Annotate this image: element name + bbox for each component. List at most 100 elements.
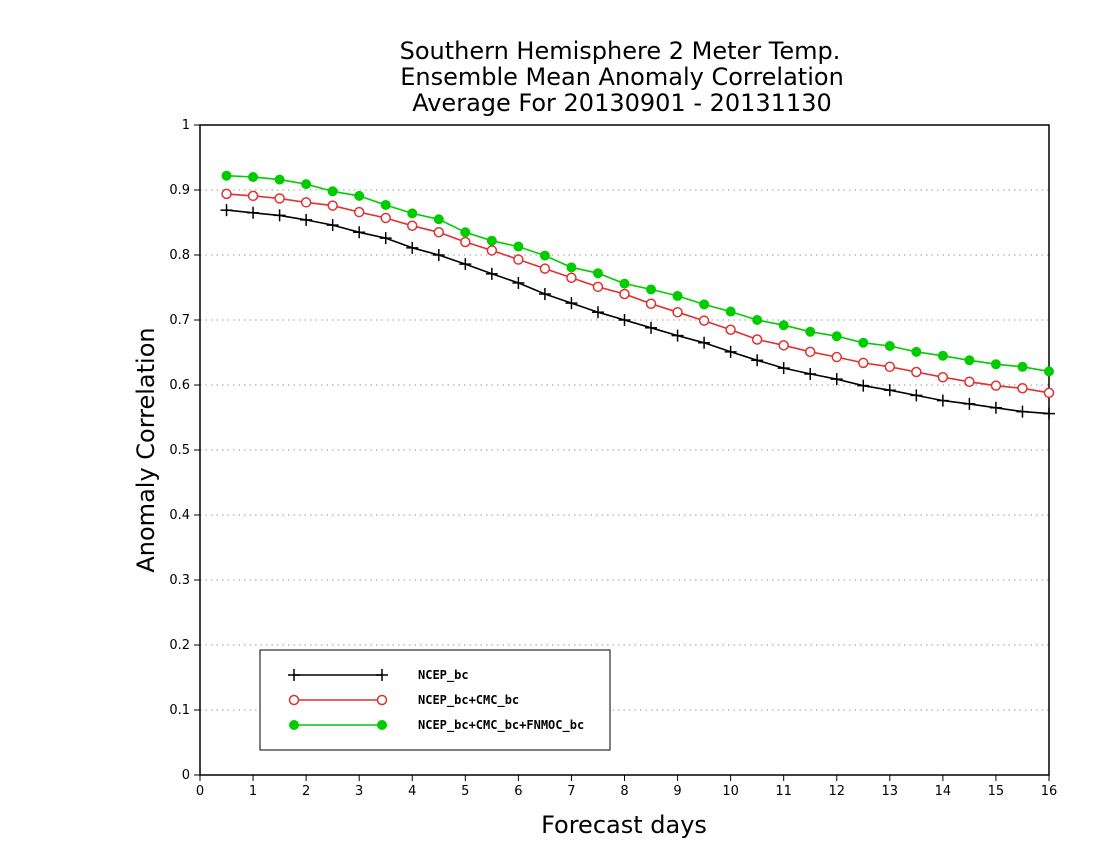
series-layer: [220, 170, 1055, 420]
data-point: [777, 362, 790, 375]
data-point: [376, 669, 388, 681]
data-point: [751, 334, 763, 345]
data-point: [1017, 361, 1028, 372]
chart-title-line-2: Ensemble Mean Anomaly Correlation: [400, 63, 844, 91]
data-point: [831, 351, 842, 363]
data-point: [354, 190, 365, 201]
data-point: [989, 401, 1002, 414]
data-point: [1016, 405, 1029, 418]
x-tick-label: 14: [935, 784, 952, 799]
data-point: [937, 350, 948, 361]
data-point: [618, 314, 631, 326]
legend: NCEP_bc NCEP_bc+CMC_bc NCEP_bc+CMC_bc+FNMO…: [259, 649, 611, 751]
data-point: [725, 306, 736, 317]
x-tick-label: 13: [882, 784, 899, 799]
data-point: [300, 197, 312, 208]
data-point: [724, 345, 737, 358]
chart-title-line-1: Southern Hemisphere 2 Meter Temp.: [400, 37, 841, 65]
data-point: [565, 297, 578, 310]
grid: [200, 189, 1049, 711]
x-tick-label: 12: [828, 784, 845, 799]
y-tick-label: 1: [182, 118, 190, 133]
data-point: [380, 212, 391, 224]
y-tick-label: 0.6: [169, 378, 190, 393]
data-point: [485, 267, 498, 280]
data-point: [247, 190, 259, 202]
x-axis-label: Forecast days: [541, 811, 707, 839]
x-tick-label: 9: [673, 784, 681, 799]
chart-title-line-3: Average For 20130901 - 20131130: [412, 89, 832, 117]
data-point: [539, 263, 551, 274]
data-point: [459, 258, 472, 271]
series-1: [220, 204, 1055, 420]
data-point: [964, 355, 975, 366]
x-tick-label: 4: [408, 784, 416, 799]
y-tick-label: 0.7: [169, 313, 190, 328]
data-point: [911, 346, 922, 357]
x-tick-label: 6: [514, 784, 522, 799]
x-tick-label: 0: [196, 784, 204, 799]
data-point: [963, 397, 976, 410]
series-line: [226, 174, 1050, 373]
legend-label: NCEP_bc+CMC_bc: [418, 693, 519, 708]
y-tick-label: 0: [182, 768, 190, 783]
data-point: [1017, 383, 1028, 394]
series-2: [221, 188, 1055, 399]
data-point: [698, 336, 711, 349]
data-point: [220, 204, 233, 217]
data-point: [725, 324, 736, 335]
data-point: [274, 193, 285, 204]
data-point: [376, 694, 388, 706]
data-point: [326, 219, 339, 232]
data-point: [288, 669, 300, 681]
data-point: [566, 262, 577, 273]
x-tick-label: 11: [775, 784, 792, 799]
data-point: [1044, 366, 1054, 377]
data-point: [672, 306, 683, 318]
legend-label: NCEP_bc: [418, 668, 469, 683]
data-point: [486, 235, 497, 246]
data-point: [883, 384, 896, 397]
data-point: [433, 227, 445, 238]
data-point: [672, 290, 683, 301]
data-point: [591, 306, 604, 319]
data-point: [353, 206, 365, 218]
x-tick-label: 5: [461, 784, 469, 799]
data-point: [248, 172, 259, 182]
data-point: [830, 373, 843, 386]
data-point: [273, 209, 286, 222]
data-point: [592, 268, 603, 279]
data-point: [407, 220, 418, 231]
x-tick-label: 7: [567, 784, 575, 799]
data-point: [857, 379, 870, 392]
data-point: [858, 337, 869, 348]
data-point: [221, 170, 232, 181]
data-point: [301, 179, 312, 190]
data-point: [460, 227, 471, 238]
x-tick-label: 2: [302, 784, 310, 799]
data-point: [327, 186, 338, 197]
legend-label: NCEP_bc+CMC_bc+FNMOC_bc: [418, 718, 584, 733]
data-point: [804, 346, 816, 358]
data-point: [990, 359, 1001, 370]
data-point: [910, 389, 923, 402]
legend-entry-2: NCEP_bc+CMC_bc: [288, 693, 519, 708]
x-tick-label: 16: [1041, 784, 1058, 799]
y-tick-label: 0.5: [169, 443, 190, 458]
data-point: [778, 320, 789, 331]
data-point: [645, 321, 658, 334]
data-point: [274, 174, 285, 185]
data-point: [805, 326, 816, 337]
data-point: [221, 188, 232, 200]
data-point: [804, 367, 817, 380]
data-point: [858, 357, 869, 369]
data-point: [566, 272, 577, 283]
data-point: [592, 281, 604, 293]
y-tick-label: 0.4: [169, 508, 190, 523]
data-point: [407, 208, 418, 219]
data-point: [539, 250, 550, 261]
data-point: [1043, 387, 1055, 399]
legend-entry-3: NCEP_bc+CMC_bc+FNMOC_bc: [289, 718, 584, 733]
data-point: [964, 376, 975, 387]
data-point: [247, 206, 260, 219]
